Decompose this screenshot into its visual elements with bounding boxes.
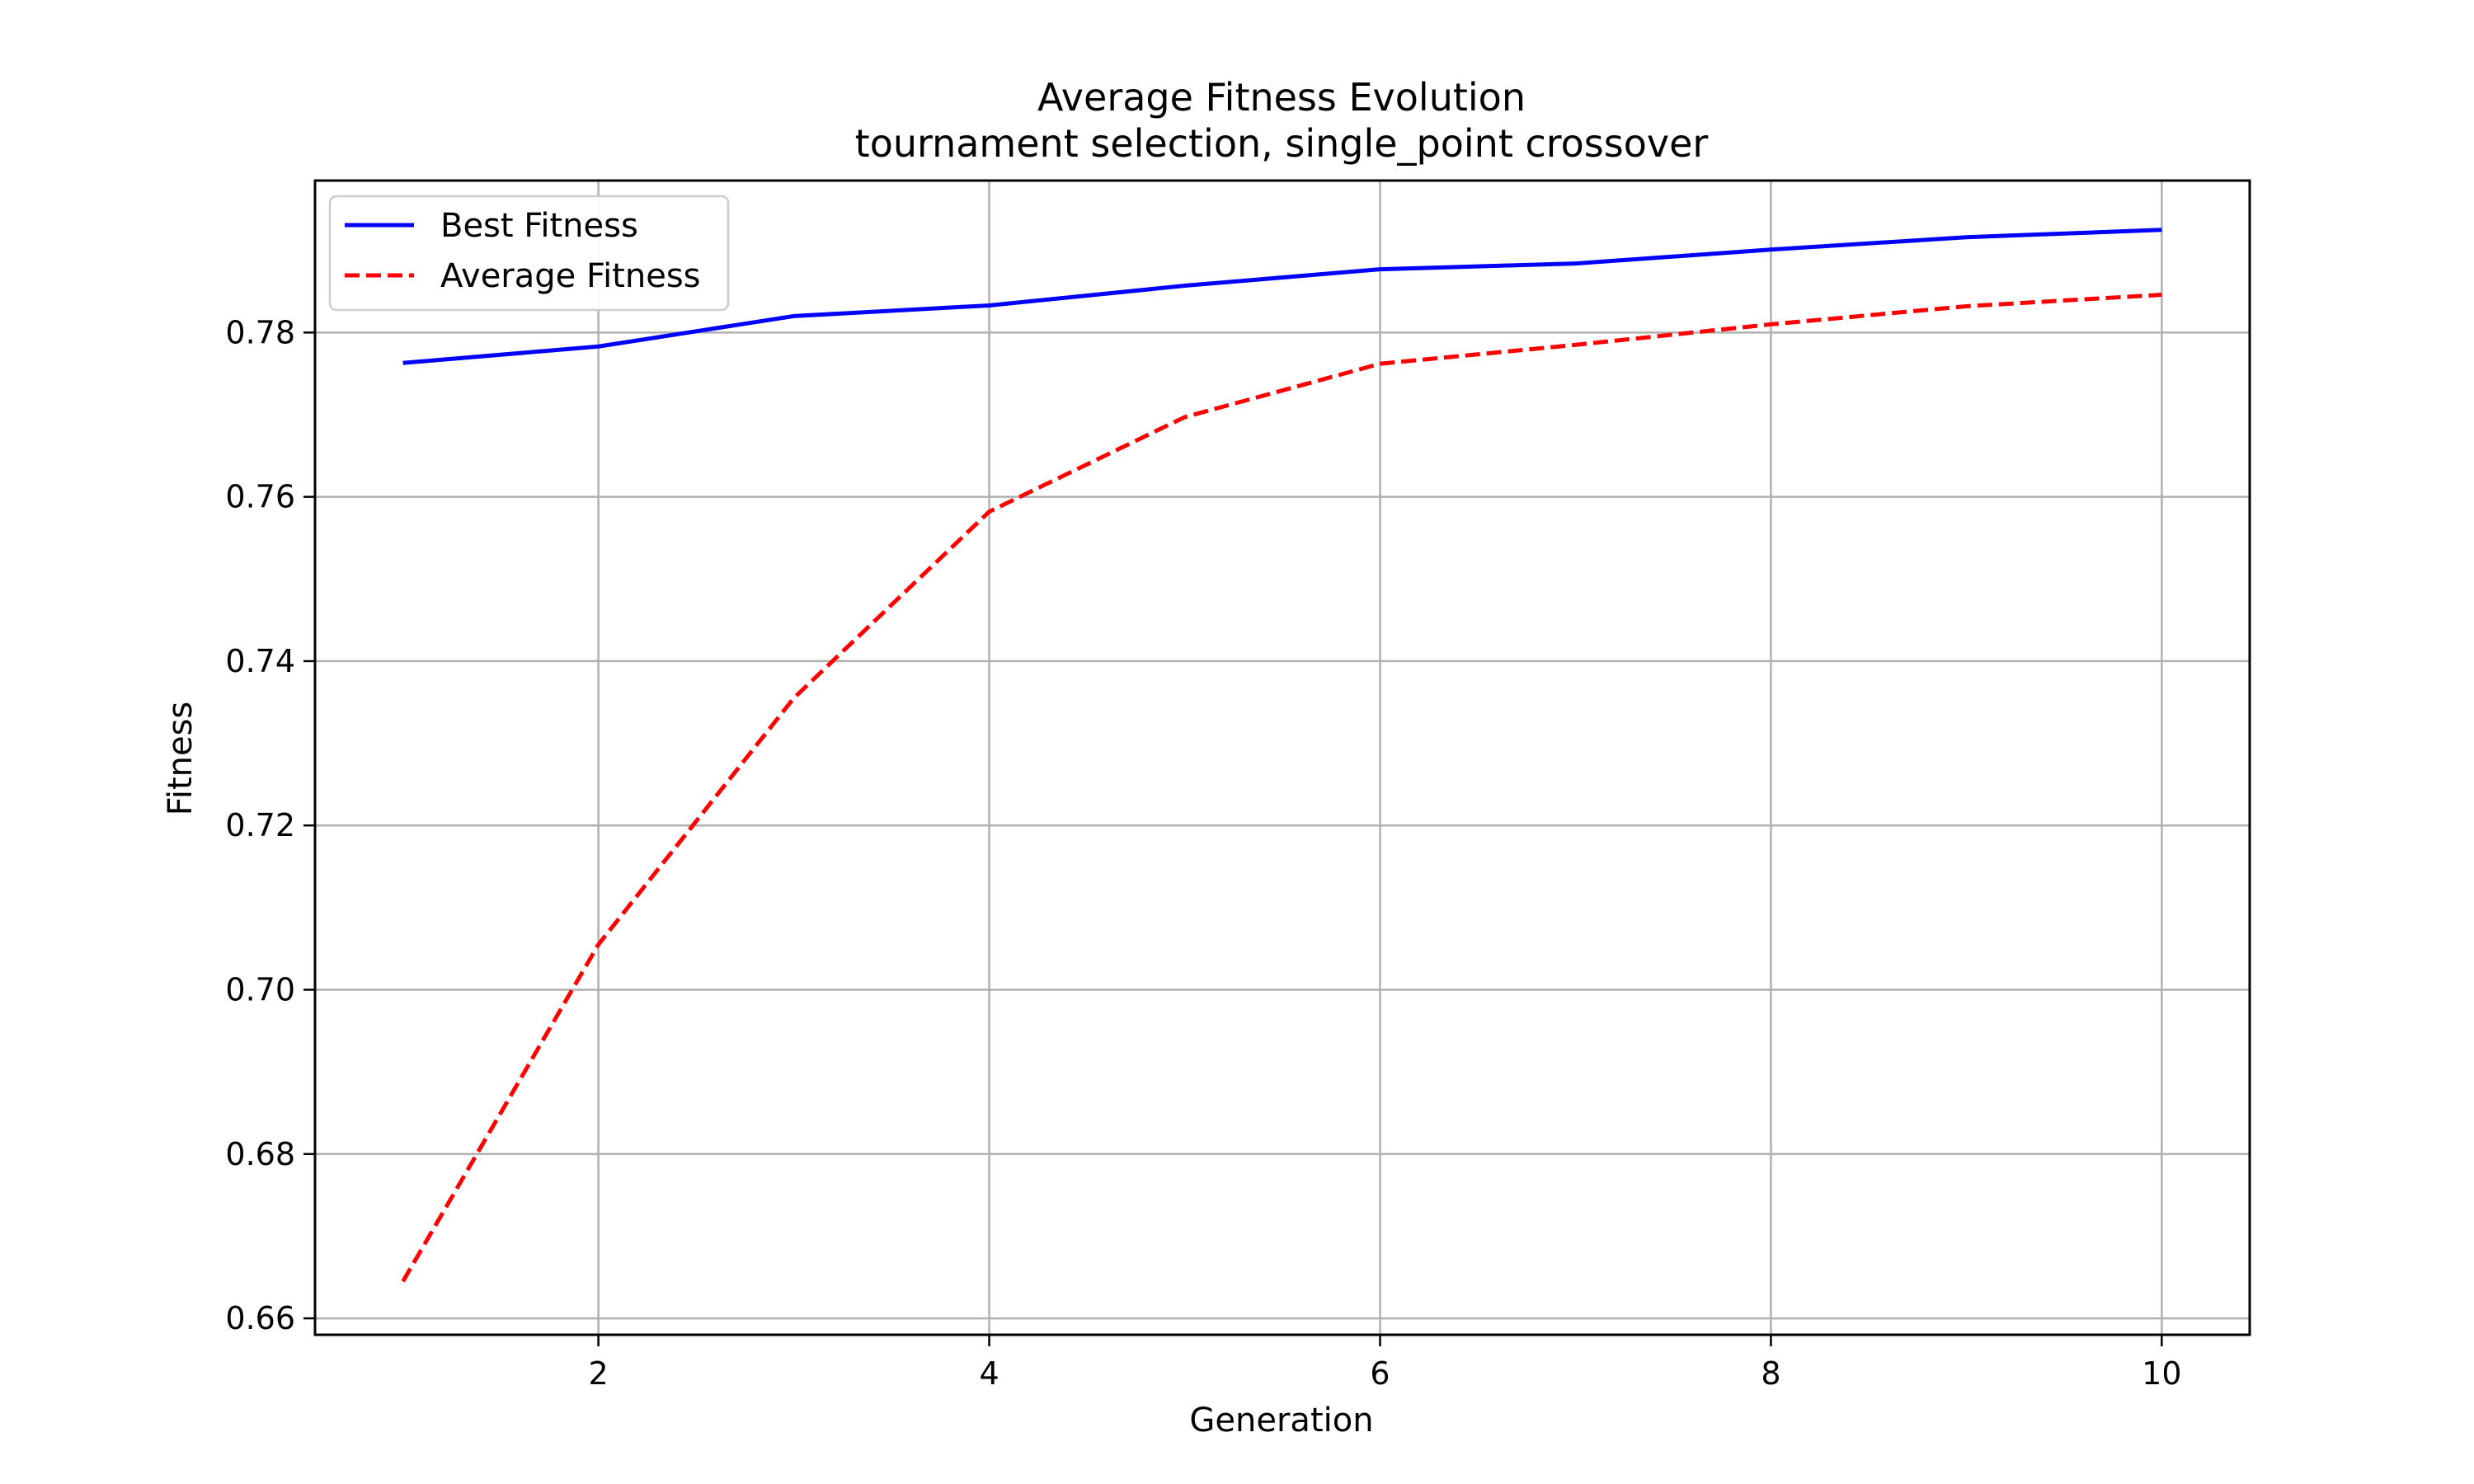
chart-title: Average Fitness Evolution [1037, 75, 1526, 120]
series-lines [401, 228, 2162, 1283]
x-axis-label: Generation [1189, 1402, 1373, 1439]
x-tick-label: 6 [1370, 1355, 1390, 1392]
chart-subtitle: tournament selection, single_point cross… [855, 121, 1709, 166]
y-tick-label: 0.68 [225, 1136, 295, 1172]
grid-lines [315, 181, 2250, 1335]
y-tick-label: 0.76 [225, 479, 295, 515]
y-axis-ticks: 0.66 0.68 0.70 0.72 0.74 0.76 0.78 [225, 314, 315, 1336]
x-tick-label: 2 [589, 1355, 609, 1392]
legend-label-0: Best Fitness [440, 207, 638, 245]
y-tick-label: 0.72 [225, 807, 295, 843]
x-tick-label: 10 [2142, 1355, 2181, 1392]
series-line-1 [401, 293, 2162, 1283]
y-tick-label: 0.78 [225, 314, 295, 350]
plot-frame [313, 179, 2251, 1336]
x-tick-label: 8 [1761, 1355, 1780, 1392]
y-tick-label: 0.70 [225, 971, 295, 1007]
legend-label-1: Average Fitness [440, 257, 701, 295]
legend: Best Fitness Average Fitness [328, 195, 730, 312]
y-axis-label: Fitness [162, 702, 200, 816]
x-tick-label: 4 [979, 1355, 999, 1392]
x-axis-ticks: 2 4 6 8 10 [589, 1335, 2182, 1392]
series-line-0 [402, 228, 2162, 365]
y-tick-label: 0.74 [225, 643, 295, 679]
y-tick-label: 0.66 [225, 1300, 295, 1336]
legend-box [328, 195, 730, 312]
